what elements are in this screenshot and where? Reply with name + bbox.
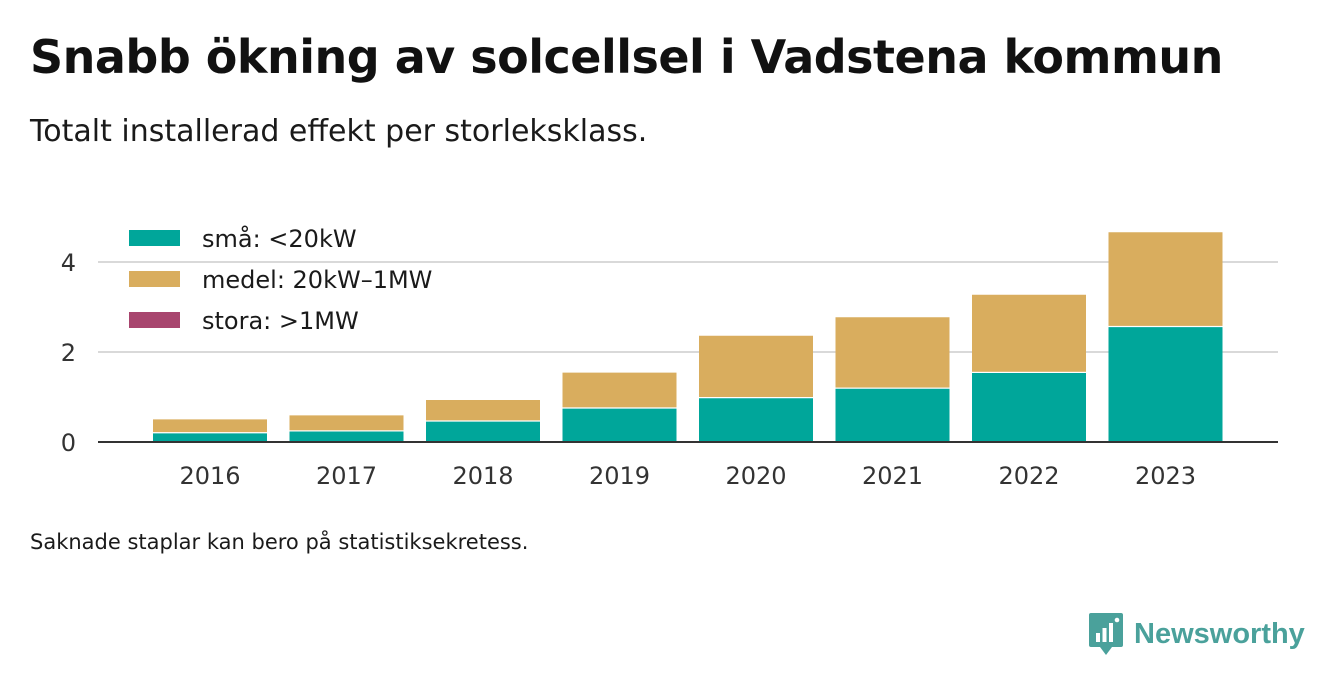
x-axis: 2016 2017 2018 2019 2020 2021 2022 2023 xyxy=(98,441,1278,490)
y-axis: 0 2 4 xyxy=(61,249,76,457)
legend-swatch xyxy=(129,312,180,328)
x-tick-label: 2020 xyxy=(725,462,786,490)
bars xyxy=(153,229,1223,442)
bar-segment xyxy=(835,316,950,388)
legend-label: medel: 20kW–1MW xyxy=(202,266,432,294)
legend-label: små: <20kW xyxy=(202,224,357,253)
y-tick-label: 0 xyxy=(61,429,76,457)
brand-logo: Newsworthy xyxy=(1088,610,1305,658)
bar-segment xyxy=(153,432,267,442)
bar-segment xyxy=(562,371,677,408)
bar-segment xyxy=(289,430,404,442)
legend-label: stora: >1MW xyxy=(202,307,359,335)
legend-swatch xyxy=(129,271,180,287)
bar-segment xyxy=(426,398,540,421)
x-tick-label: 2019 xyxy=(589,462,650,490)
bar-segment xyxy=(1108,325,1223,442)
bar-segment xyxy=(972,293,1086,372)
footnote: Saknade staplar kan bero på statistiksek… xyxy=(30,530,529,554)
legend: små: <20kW medel: 20kW–1MW stora: >1MW xyxy=(129,224,432,335)
x-tick-label: 2018 xyxy=(452,462,513,490)
brand-name: Newsworthy xyxy=(1134,617,1305,650)
newsworthy-logo-icon xyxy=(1089,613,1123,655)
bar-segment xyxy=(835,387,950,442)
y-tick-label: 4 xyxy=(61,249,76,277)
legend-swatch xyxy=(129,230,180,246)
chart-subtitle: Totalt installerad effekt per storlekskl… xyxy=(30,114,648,149)
bar-segment xyxy=(289,414,404,431)
bar-segment xyxy=(562,407,677,442)
y-tick-label: 2 xyxy=(61,339,76,367)
x-tick-label: 2021 xyxy=(862,462,923,490)
x-tick-label: 2016 xyxy=(179,462,240,490)
x-tick-label: 2017 xyxy=(316,462,377,490)
x-tick-label: 2023 xyxy=(1135,462,1196,490)
chart-title: Snabb ökning av solcellsel i Vadstena ko… xyxy=(30,30,1223,84)
bar-segment xyxy=(972,371,1086,442)
bar-segment xyxy=(426,420,540,442)
stacked-bar-chart: 0 2 4 2016 2017 2018 2019 2020 2021 2022 2023 små… xyxy=(61,224,1278,490)
bar-segment xyxy=(153,418,267,433)
x-tick-label: 2022 xyxy=(998,462,1059,490)
bar-segment xyxy=(699,397,813,442)
bar-segment xyxy=(1108,230,1223,326)
bar-segment xyxy=(699,334,813,397)
